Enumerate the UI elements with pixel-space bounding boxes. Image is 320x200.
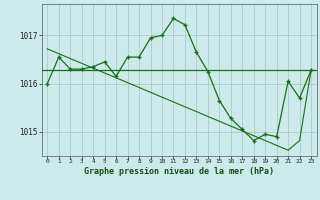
X-axis label: Graphe pression niveau de la mer (hPa): Graphe pression niveau de la mer (hPa) (84, 167, 274, 176)
